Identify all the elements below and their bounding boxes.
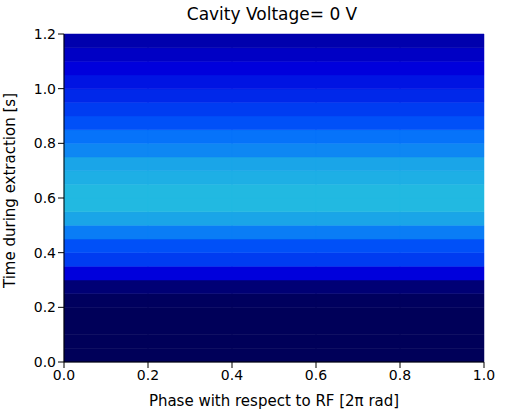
- svg-text:0.2: 0.2: [34, 299, 56, 315]
- svg-text:0.0: 0.0: [34, 354, 56, 370]
- svg-text:1.2: 1.2: [34, 26, 56, 42]
- svg-text:1.0: 1.0: [473, 367, 495, 383]
- svg-text:Phase with respect to RF [2π r: Phase with respect to RF [2π rad]: [149, 392, 399, 410]
- html-text:Cavity Voltage= 0 V: Cavity Voltage= 0 V: [186, 4, 358, 24]
- svg-text:1.0: 1.0: [34, 81, 56, 97]
- svg-text:0.8: 0.8: [389, 367, 411, 383]
- svg-text:0.0: 0.0: [53, 367, 75, 383]
- svg-text:0.4: 0.4: [221, 367, 243, 383]
- svg-text:0.6: 0.6: [34, 190, 56, 206]
- svg-text:0.4: 0.4: [34, 245, 56, 261]
- svg-text:0.2: 0.2: [137, 367, 159, 383]
- svg-text:0.8: 0.8: [34, 135, 56, 151]
- svg-text:0.6: 0.6: [305, 367, 327, 383]
- svg-text:Time during extraction [s]: Time during extraction [s]: [1, 93, 19, 289]
